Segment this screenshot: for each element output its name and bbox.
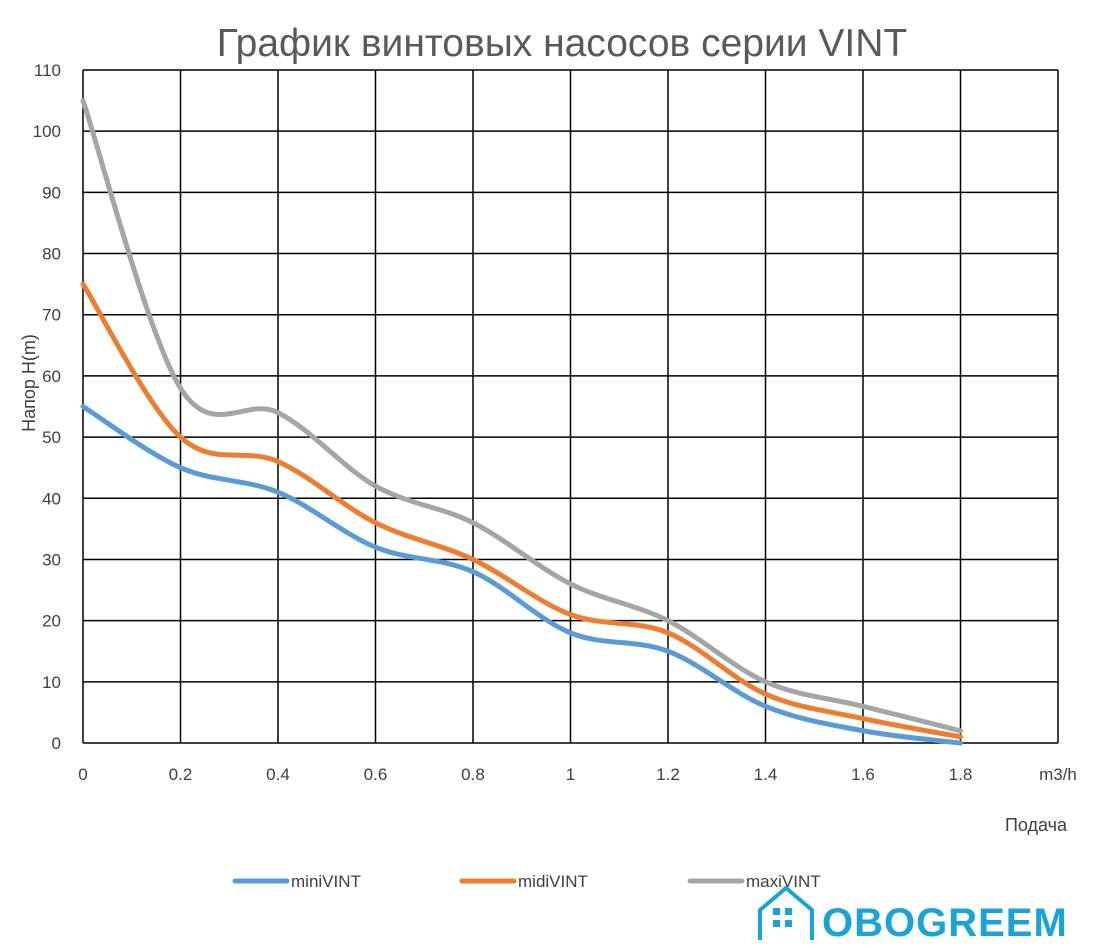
- y-tick-label: 40: [42, 489, 61, 508]
- y-tick-label: 100: [33, 122, 61, 141]
- y-tick-label: 60: [42, 367, 61, 386]
- chart-title: График винтовых насосов серии VINT: [217, 22, 907, 65]
- y-tick-label: 90: [42, 183, 61, 202]
- y-tick-label: 80: [42, 245, 61, 264]
- series-line-midiVINT: [80, 281, 963, 740]
- y-tick-label: 30: [42, 550, 61, 569]
- legend-label: midiVINT: [518, 872, 588, 891]
- y-tick-label: 0: [52, 734, 61, 753]
- y-tick-label: 10: [42, 673, 61, 692]
- series-line-miniVINT: [80, 404, 963, 746]
- x-tick-label: 0.6: [364, 765, 388, 784]
- y-axis-ticks: 0 10 20 30 40 50 60 70 80 90 100 110: [33, 61, 61, 753]
- y-tick-label: 50: [42, 428, 61, 447]
- y-tick-label: 20: [42, 612, 61, 631]
- series-lines: [80, 98, 963, 746]
- house-icon: [758, 886, 814, 940]
- x-tick-label: 0: [78, 765, 87, 784]
- x-axis-unit: m3/h: [1039, 765, 1077, 784]
- y-tick-label: 70: [42, 306, 61, 325]
- x-tick-label: 0.4: [266, 765, 290, 784]
- x-tick-label: 1: [566, 765, 575, 784]
- x-axis-ticks: 0 0.2 0.4 0.6 0.8 1 1.2 1.4 1.6 1.8: [78, 765, 972, 784]
- x-tick-label: 0.8: [461, 765, 485, 784]
- x-tick-label: 1.4: [754, 765, 778, 784]
- x-tick-label: 0.2: [169, 765, 193, 784]
- x-tick-label: 1.8: [949, 765, 973, 784]
- x-axis-label: Подача: [1005, 815, 1068, 835]
- series-line-maxiVINT: [80, 98, 963, 734]
- y-tick-label: 110: [34, 61, 61, 80]
- legend: miniVINT midiVINT maxiVINT: [232, 872, 821, 891]
- logo: OBOGREEM: [758, 886, 1068, 945]
- legend-label: maxiVINT: [746, 872, 821, 891]
- y-axis-label: Напор H(m): [19, 334, 39, 432]
- x-tick-label: 1.2: [656, 765, 680, 784]
- x-tick-label: 1.6: [851, 765, 875, 784]
- logo-text: OBOGREEM: [822, 901, 1068, 945]
- legend-label: miniVINT: [291, 872, 361, 891]
